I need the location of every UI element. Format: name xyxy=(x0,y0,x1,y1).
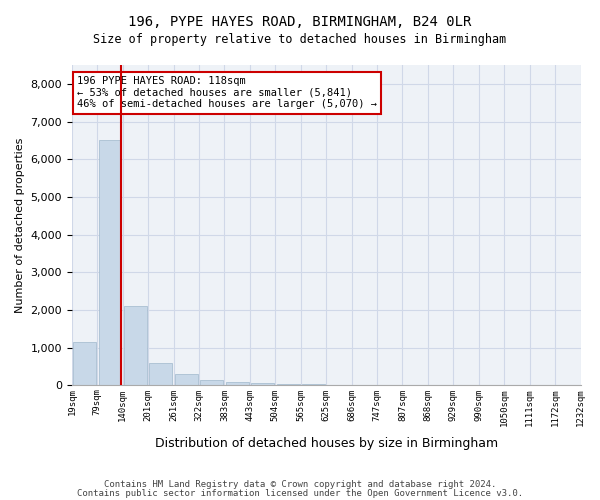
Bar xyxy=(277,384,299,386)
Text: Size of property relative to detached houses in Birmingham: Size of property relative to detached ho… xyxy=(94,32,506,46)
Bar xyxy=(124,306,147,386)
Bar xyxy=(98,140,121,386)
Bar xyxy=(302,384,325,386)
Bar xyxy=(226,382,248,386)
Y-axis label: Number of detached properties: Number of detached properties xyxy=(15,138,25,313)
Text: Contains HM Land Registry data © Crown copyright and database right 2024.: Contains HM Land Registry data © Crown c… xyxy=(104,480,496,489)
Bar xyxy=(175,374,198,386)
Bar xyxy=(251,383,274,386)
X-axis label: Distribution of detached houses by size in Birmingham: Distribution of detached houses by size … xyxy=(155,437,498,450)
Bar xyxy=(200,380,223,386)
Bar xyxy=(149,363,172,386)
Bar xyxy=(73,342,96,386)
Text: 196, PYPE HAYES ROAD, BIRMINGHAM, B24 0LR: 196, PYPE HAYES ROAD, BIRMINGHAM, B24 0L… xyxy=(128,15,472,29)
Text: Contains public sector information licensed under the Open Government Licence v3: Contains public sector information licen… xyxy=(77,488,523,498)
Text: 196 PYPE HAYES ROAD: 118sqm
← 53% of detached houses are smaller (5,841)
46% of : 196 PYPE HAYES ROAD: 118sqm ← 53% of det… xyxy=(77,76,377,110)
